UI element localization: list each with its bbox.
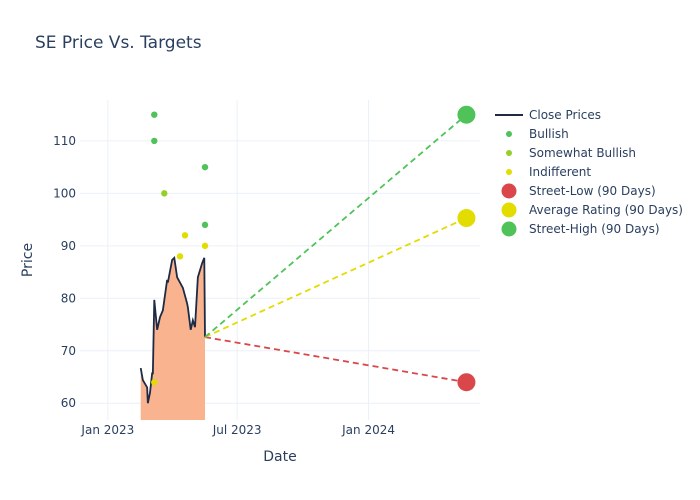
- legend-dot-icon: [506, 150, 512, 156]
- target-line: [204, 336, 467, 384]
- y-tick-label: 70: [61, 344, 76, 358]
- rating-point: [176, 253, 184, 260]
- rating-point: [151, 137, 158, 145]
- target-marker: [457, 209, 476, 228]
- target-marker: [457, 105, 476, 124]
- legend-circle-icon: [501, 183, 517, 199]
- legend-circle-icon: [501, 202, 517, 218]
- legend-dot-icon: [506, 131, 512, 137]
- rating-point: [151, 111, 158, 118]
- rating-point: [201, 221, 209, 229]
- target-marker: [457, 373, 476, 392]
- rating-point: [201, 242, 209, 250]
- legend-label: Indifferent: [529, 165, 591, 179]
- legend-label: Average Rating (90 Days): [529, 203, 683, 217]
- rating-point: [151, 379, 158, 386]
- legend-label: Street-Low (90 Days): [529, 184, 656, 198]
- x-tick-label: Jul 2023: [212, 423, 262, 437]
- chart-title: SE Price Vs. Targets: [35, 33, 202, 53]
- rating-point: [201, 163, 209, 171]
- y-tick-label: 110: [53, 134, 76, 148]
- close-price-area: [140, 257, 205, 420]
- legend-circle-icon: [501, 221, 517, 237]
- y-tick-label: 100: [53, 186, 76, 200]
- legend-label: Somewhat Bullish: [529, 146, 636, 160]
- x-axis-title: Date: [263, 449, 296, 465]
- y-axis-title: Price: [20, 243, 36, 277]
- y-tick-label: 60: [61, 396, 76, 410]
- x-tick-label: Jan 2024: [341, 423, 395, 437]
- rating-point: [161, 190, 168, 197]
- target-line: [204, 114, 468, 338]
- target-line: [204, 217, 467, 338]
- legend-label: Close Prices: [529, 108, 601, 122]
- legend-label: Street-High (90 Days): [529, 222, 660, 236]
- close-price-line: [139, 256, 206, 404]
- y-tick-label: 90: [61, 239, 76, 253]
- x-tick-label: Jan 2023: [80, 423, 134, 437]
- legend-dot-icon: [506, 169, 512, 175]
- legend-label: Bullish: [529, 127, 569, 141]
- y-tick-label: 80: [61, 291, 76, 305]
- rating-point: [181, 232, 189, 239]
